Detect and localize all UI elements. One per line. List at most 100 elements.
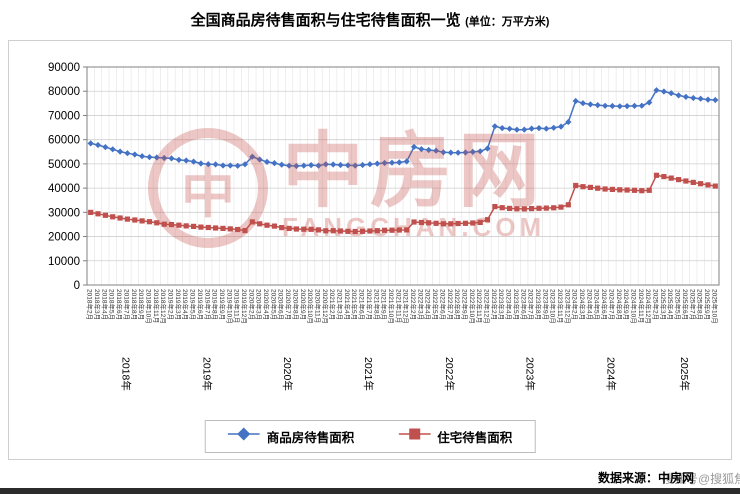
svg-text:2020年7月: 2020年7月 [284,289,293,320]
svg-text:2018年7月: 2018年7月 [122,289,131,320]
svg-text:2021年9月: 2021年9月 [380,289,389,320]
chart-figure: 0 10000 20000 30000 40000 50000 60000 70000 8000… [8,40,732,460]
data-source: 搜狐号@搜狐焦点数据整理 数据来源：中房网 [597,469,740,486]
svg-text:2021年4月: 2021年4月 [343,289,352,320]
svg-text:2024年3月: 2024年3月 [578,289,587,320]
svg-text:2022年6月: 2022年6月 [438,289,447,320]
svg-text:2020年3月: 2020年3月 [255,289,264,320]
svg-text:2018年9月: 2018年9月 [137,289,146,320]
source-watermark-text: 搜狐号@搜狐焦点数据整理 [661,472,740,486]
svg-text:2022年7月: 2022年7月 [446,289,455,320]
svg-text:2019年12月: 2019年12月 [240,289,249,324]
svg-text:2022年11月: 2022年11月 [475,289,484,323]
svg-text:2024年2月: 2024年2月 [571,289,580,320]
svg-text:2021年2月: 2021年2月 [328,289,337,320]
svg-text:2023年4月: 2023年4月 [505,289,514,320]
square-marker-icon [398,426,431,447]
svg-text:2021年7月: 2021年7月 [365,289,374,320]
svg-text:2018年8月: 2018年8月 [130,289,139,320]
svg-text:2018年3月: 2018年3月 [93,289,102,320]
svg-text:2025年10月: 2025年10月 [710,289,719,324]
svg-text:2025年9月: 2025年9月 [703,289,712,320]
legend-item-commodity: 商品房待售面积 [227,426,355,447]
svg-text:2025年6月: 2025年6月 [681,289,690,320]
svg-text:2022年12月: 2022年12月 [483,289,492,324]
svg-text:2024年: 2024年 [604,357,617,391]
svg-text:2023年10月: 2023年10月 [549,289,558,324]
svg-text:2019年5月: 2019年5月 [189,289,198,320]
svg-text:2021年10月: 2021年10月 [387,289,396,324]
chart-legend: 商品房待售面积 住宅待售面积 [204,420,536,453]
svg-text:2020年5月: 2020年5月 [269,289,278,320]
svg-text:2024年5月: 2024年5月 [593,289,602,320]
svg-text:2020年4月: 2020年4月 [262,289,271,320]
svg-text:2020年11月: 2020年11月 [314,289,323,323]
svg-text:2021年12月: 2021年12月 [402,289,411,324]
svg-text:2024年4月: 2024年4月 [585,289,594,320]
svg-text:2023年6月: 2023年6月 [519,289,528,320]
svg-text:80000: 80000 [48,86,80,98]
svg-text:2023年11月: 2023年11月 [556,289,565,323]
svg-text:2024年8月: 2024年8月 [615,289,624,320]
svg-text:2024年11月: 2024年11月 [637,289,646,323]
svg-text:2025年3月: 2025年3月 [659,289,668,320]
svg-text:2022年2月: 2022年2月 [409,289,418,320]
svg-text:2020年6月: 2020年6月 [277,289,286,320]
svg-text:50000: 50000 [48,159,80,171]
svg-text:2024年10月: 2024年10月 [630,289,639,324]
svg-text:2019年8月: 2019年8月 [211,289,220,320]
svg-text:2019年10月: 2019年10月 [225,289,234,324]
svg-text:2020年: 2020年 [281,357,294,391]
svg-text:2024年12月: 2024年12月 [644,289,653,324]
svg-text:90000: 90000 [48,62,80,74]
svg-text:2022年: 2022年 [443,357,456,391]
svg-text:2021年6月: 2021年6月 [358,289,367,320]
svg-text:2025年: 2025年 [678,357,691,391]
svg-text:2018年12月: 2018年12月 [159,289,168,324]
chart-plot: 0 10000 20000 30000 40000 50000 60000 70000 8000… [48,62,720,391]
svg-text:2021年3月: 2021年3月 [336,289,345,320]
diamond-marker-icon [227,426,260,447]
svg-text:2018年2月: 2018年2月 [86,289,95,320]
svg-text:2021年8月: 2021年8月 [372,289,381,320]
svg-text:2018年11月: 2018年11月 [152,289,161,323]
svg-text:2022年8月: 2022年8月 [453,289,462,320]
svg-text:2020年2月: 2020年2月 [247,289,256,320]
svg-text:20000: 20000 [48,232,80,244]
bottom-bar [0,488,740,494]
svg-text:2023年7月: 2023年7月 [527,289,536,320]
svg-text:2022年3月: 2022年3月 [416,289,425,320]
svg-text:40000: 40000 [48,183,80,195]
svg-text:2020年10月: 2020年10月 [306,289,315,324]
legend-label: 商品房待售面积 [266,431,355,445]
svg-text:2019年7月: 2019年7月 [203,289,212,320]
svg-text:0: 0 [74,280,80,292]
svg-text:2023年5月: 2023年5月 [512,289,521,320]
svg-text:2025年8月: 2025年8月 [696,289,705,320]
svg-text:2024年9月: 2024年9月 [622,289,631,320]
svg-text:2023年9月: 2023年9月 [541,289,550,320]
svg-text:2024年6月: 2024年6月 [600,289,609,320]
svg-text:2022年4月: 2022年4月 [424,289,433,320]
svg-text:2025年5月: 2025年5月 [674,289,683,320]
svg-text:2020年8月: 2020年8月 [291,289,300,320]
svg-text:2023年3月: 2023年3月 [497,289,506,320]
svg-text:2023年: 2023年 [524,357,537,391]
svg-text:60000: 60000 [48,135,80,147]
source-label: 数据来源：中房网 [597,471,694,485]
svg-text:2020年12月: 2020年12月 [321,289,330,324]
svg-text:2019年3月: 2019年3月 [174,289,183,320]
svg-text:70000: 70000 [48,110,80,122]
svg-text:30000: 30000 [48,207,80,219]
chart-unit-text: (单位：万平方米) [465,16,550,28]
svg-text:2024年7月: 2024年7月 [607,289,616,320]
svg-text:2022年5月: 2022年5月 [431,289,440,320]
svg-text:2019年4月: 2019年4月 [181,289,190,320]
svg-text:2018年: 2018年 [119,357,132,391]
svg-text:2021年5月: 2021年5月 [350,289,359,320]
svg-text:2019年6月: 2019年6月 [196,289,205,320]
svg-text:2022年9月: 2022年9月 [461,289,470,320]
svg-text:2023年12月: 2023年12月 [563,289,572,324]
svg-text:2019年9月: 2019年9月 [218,289,227,320]
